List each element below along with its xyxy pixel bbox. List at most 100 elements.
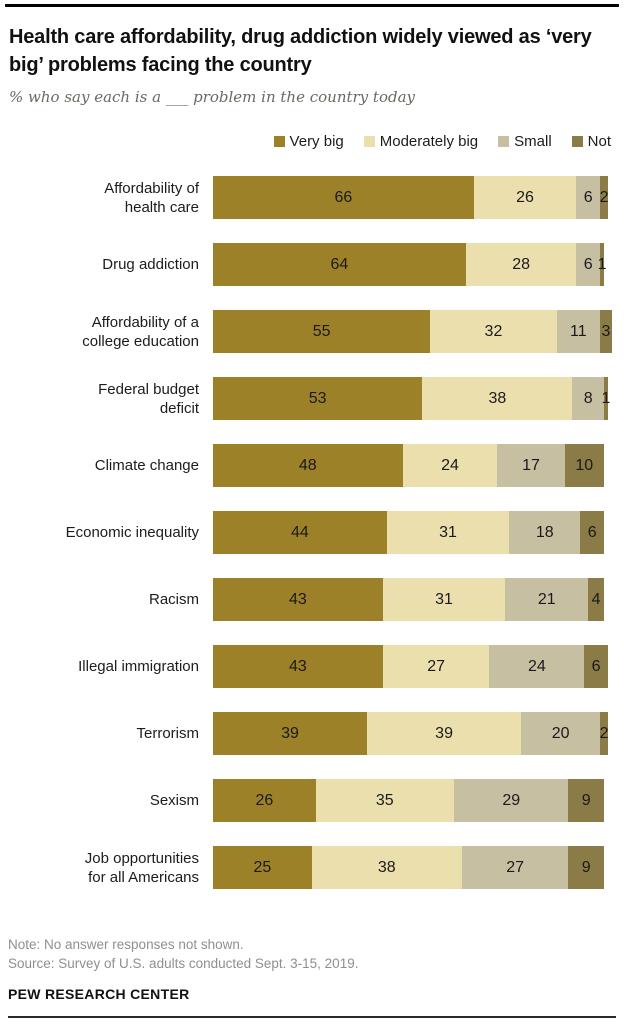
value-label: 26 — [255, 791, 274, 809]
value-label: 38 — [488, 389, 507, 407]
value-label: 11 — [570, 322, 587, 340]
bar-segment: 21 — [505, 578, 589, 621]
top-rule — [5, 4, 619, 7]
value-label: 24 — [441, 456, 459, 474]
value-label: 25 — [253, 858, 272, 876]
bar-segment: 4 — [588, 578, 605, 621]
value-label: 31 — [435, 590, 453, 608]
bar-segment: 18 — [509, 511, 581, 554]
value-label: 8 — [583, 389, 593, 407]
legend-swatch-icon — [571, 136, 583, 147]
legend-item: Small — [498, 133, 552, 150]
legend-item: Very big — [273, 133, 344, 150]
category-label: Affordability of health care — [104, 179, 199, 216]
value-label: 28 — [512, 255, 530, 273]
value-label: 48 — [298, 456, 317, 474]
bar-segment: 3 — [600, 310, 612, 353]
category-label: Illegal immigration — [78, 658, 199, 675]
stacked-bar: 64 28 6 1 — [213, 243, 607, 286]
legend-label: Very big — [289, 133, 344, 150]
value-label: 6 — [591, 657, 601, 675]
bar-segment: 6 — [584, 645, 608, 688]
bar-segment: 53 — [213, 377, 423, 420]
stacked-bar: 66 26 6 2 — [213, 176, 608, 219]
category-label: Job opportunities for all Americans — [84, 849, 199, 886]
source-line: Source: Survey of U.S. adults conducted … — [8, 956, 359, 971]
value-label: 64 — [330, 255, 349, 273]
stacked-bar: 53 38 8 1 — [213, 377, 611, 420]
bottom-rule — [8, 1016, 616, 1018]
category-label: Economic inequality — [65, 524, 199, 541]
bar-segment: 26 — [473, 176, 577, 219]
bar-row: Federal budget deficit 53 38 8 1 — [0, 377, 624, 420]
value-label: 17 — [522, 456, 540, 474]
value-label: 27 — [506, 858, 525, 876]
legend-label: Small — [514, 133, 552, 150]
bar-segment: 55 — [213, 310, 431, 353]
category-label: Climate change — [94, 457, 199, 474]
value-label: 43 — [289, 590, 307, 608]
bar-row: Affordability of a college education 55 32… — [0, 310, 624, 353]
value-label: 2 — [599, 188, 609, 206]
bar-segment: 28 — [465, 243, 577, 286]
value-label: 43 — [289, 657, 307, 675]
value-label: 29 — [502, 791, 521, 809]
bar-segment: 38 — [422, 377, 573, 420]
value-label: 4 — [591, 590, 601, 608]
legend-label: Moderately big — [379, 133, 479, 150]
bar-segment: 17 — [497, 444, 565, 487]
category-label: Sexism — [149, 792, 199, 809]
bar-segment: 24 — [402, 444, 498, 487]
bar-segment: 39 — [213, 712, 368, 755]
value-label: 20 — [551, 724, 570, 742]
bar-segment: 32 — [430, 310, 557, 353]
legend-label: Not — [587, 133, 611, 150]
bar-segment: 10 — [564, 444, 605, 487]
legend-swatch-icon — [273, 136, 285, 147]
bar-row: Sexism 26 35 29 9 — [0, 779, 624, 822]
value-label: 1 — [601, 389, 611, 407]
value-label: 21 — [537, 590, 556, 608]
value-label: 39 — [435, 724, 453, 742]
stacked-bar: 48 24 17 10 — [213, 444, 605, 487]
bar-segment: 38 — [311, 846, 462, 889]
value-label: 18 — [535, 523, 554, 541]
bar-segment: 2 — [600, 712, 609, 755]
bar-segment: 6 — [576, 243, 601, 286]
value-label: 27 — [427, 657, 446, 675]
legend-item: Not — [571, 133, 611, 150]
bar-row: Climate change 48 24 17 10 — [0, 444, 624, 487]
legend-item: Moderately big — [363, 133, 479, 150]
stacked-bar: 55 32 11 3 — [213, 310, 612, 353]
stacked-bar: 43 31 21 4 — [213, 578, 605, 621]
category-label: Affordability of a college education — [82, 313, 199, 350]
bar-segment: 6 — [580, 511, 605, 554]
value-label: 35 — [375, 791, 394, 809]
chart-title: Health care affordability, drug addictio… — [9, 26, 592, 76]
value-label: 9 — [581, 791, 591, 809]
chart-notes: Note: No answer responses not shown. Sou… — [8, 935, 616, 973]
bar-segment: 66 — [213, 176, 474, 219]
value-label: 55 — [312, 322, 331, 340]
bar-segment: 29 — [453, 779, 569, 822]
stacked-bar: 26 35 29 9 — [213, 779, 605, 822]
chart-subtitle: % who say each is a ___ problem in the c… — [9, 88, 415, 106]
legend-swatch-icon — [363, 136, 375, 147]
bar-segment: 26 — [213, 779, 316, 822]
bar-segment: 27 — [461, 846, 569, 889]
bar-row: Illegal immigration 43 27 24 6 — [0, 645, 624, 688]
value-label: 66 — [334, 188, 353, 206]
value-label: 32 — [484, 322, 503, 340]
category-label: Federal budget deficit — [98, 380, 199, 417]
bar-segment: 6 — [576, 176, 601, 219]
stacked-bar: 25 38 27 9 — [213, 846, 605, 889]
bar-segment: 64 — [213, 243, 466, 286]
bar-segment: 11 — [556, 310, 601, 353]
category-label: Racism — [148, 591, 199, 608]
value-label: 44 — [291, 523, 309, 541]
bar-segment: 48 — [213, 444, 403, 487]
value-label: 1 — [597, 255, 607, 273]
bar-row: Drug addiction 64 28 6 1 — [0, 243, 624, 286]
bar-row: Affordability of health care 66 26 6 2 — [0, 176, 624, 219]
bar-segment: 1 — [601, 377, 611, 420]
